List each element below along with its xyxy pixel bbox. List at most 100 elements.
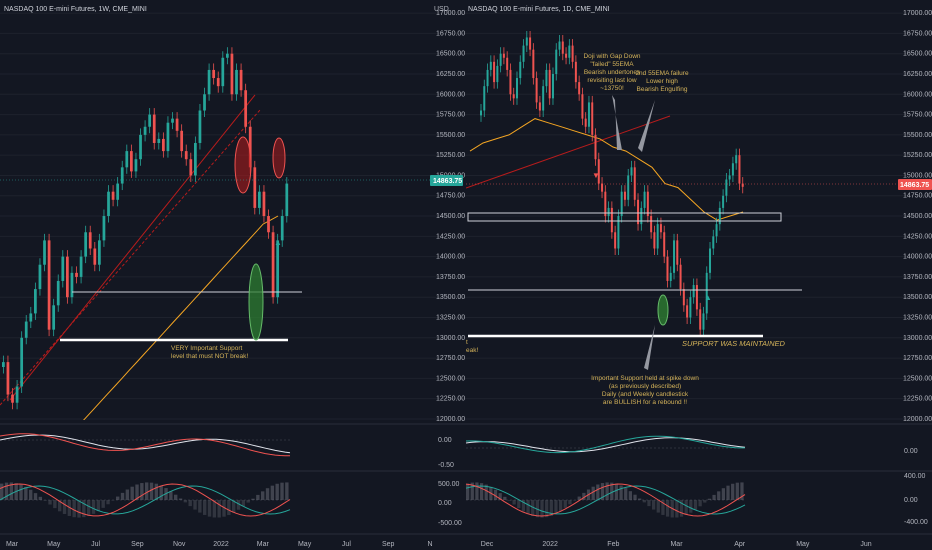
left-candle-body bbox=[93, 248, 97, 265]
left-candle bbox=[111, 185, 115, 207]
left-candle-body bbox=[230, 53, 234, 95]
right-osc2-histogram-bar bbox=[712, 494, 716, 500]
left-candle bbox=[267, 209, 270, 239]
left-osc2-histogram-bar bbox=[0, 483, 4, 500]
left-osc2-histogram-bar bbox=[19, 484, 23, 500]
middle-axis-tick: 14750.00 bbox=[436, 193, 465, 200]
left-candle-body bbox=[70, 272, 74, 298]
right-osc2-histogram-bar bbox=[475, 482, 479, 500]
right-time-tick: May bbox=[796, 541, 810, 548]
right-osc2-histogram-bar bbox=[493, 489, 498, 500]
right-candle bbox=[519, 55, 522, 85]
annotation-line: 2nd 55EMA failure bbox=[635, 70, 689, 77]
left-osc2-histogram-bar bbox=[159, 485, 163, 500]
right-osc2-histogram-bar bbox=[596, 484, 600, 500]
right-candle-body bbox=[705, 272, 708, 314]
right-candle-body bbox=[718, 207, 721, 225]
right-osc2-histogram-bar bbox=[735, 482, 739, 500]
right-candle bbox=[574, 55, 577, 89]
annotation-line: "failed" 55EMA bbox=[590, 61, 634, 68]
right-candle-body bbox=[620, 191, 623, 217]
right-osc2-histogram-bar bbox=[684, 500, 688, 516]
right-axis-tick: 16500.00 bbox=[903, 51, 932, 58]
left-candle bbox=[2, 355, 5, 374]
right-candle bbox=[738, 148, 741, 191]
left-candle bbox=[66, 250, 69, 304]
left-candle-body bbox=[207, 69, 211, 95]
right-candle-body bbox=[699, 309, 702, 330]
right-candle bbox=[741, 177, 744, 194]
left-candle bbox=[43, 233, 46, 272]
right-candle-body bbox=[633, 167, 636, 200]
left-osc2-histogram-bar bbox=[275, 483, 279, 500]
left-osc2-histogram-bar bbox=[130, 486, 134, 500]
right-candle bbox=[529, 30, 532, 57]
right-candle-body bbox=[548, 69, 551, 99]
right-candle bbox=[558, 35, 561, 57]
right-candle-body bbox=[663, 232, 666, 257]
left-osc2-histogram-bar bbox=[251, 498, 255, 500]
left-candle bbox=[29, 306, 33, 329]
currency-label: USD bbox=[434, 6, 449, 13]
left-osc2-histogram-bar bbox=[33, 493, 38, 500]
right-candle-body bbox=[731, 163, 734, 176]
left-candle-body bbox=[285, 183, 289, 217]
left-candle bbox=[203, 87, 206, 118]
grid-lines bbox=[0, 12, 932, 420]
right-osc2-histogram-bar bbox=[498, 493, 502, 500]
right-candle bbox=[545, 63, 548, 93]
right-candle-body bbox=[682, 289, 685, 306]
left-candle-body bbox=[111, 191, 115, 200]
left-candle-body bbox=[271, 232, 275, 298]
right-axis-tick: 16000.00 bbox=[903, 91, 932, 98]
right-candle-body bbox=[604, 191, 607, 217]
left-candle-body bbox=[107, 191, 110, 217]
right-candle-body bbox=[587, 102, 590, 127]
right-candle-body bbox=[666, 256, 669, 281]
right-annotation-maintained: SUPPORT WAS MAINTAINED bbox=[682, 339, 786, 348]
left-candle bbox=[79, 250, 83, 284]
right-candle-body bbox=[584, 118, 587, 127]
right-osc2-histogram-bar bbox=[638, 498, 642, 500]
right-osc2-histogram-bar bbox=[554, 500, 558, 514]
left-osc2-histogram-bar bbox=[241, 500, 246, 507]
left-candle bbox=[239, 63, 243, 97]
middle-axis-tick: 15750.00 bbox=[436, 112, 465, 119]
left-candle bbox=[271, 225, 275, 304]
oscillator-tick: 0.00 bbox=[904, 448, 918, 455]
right-axis-tick: 16750.00 bbox=[903, 30, 932, 37]
left-osc2-histogram-bar bbox=[217, 500, 221, 518]
right-time-tick: 2022 bbox=[542, 541, 558, 548]
left-osc1-line bbox=[0, 433, 290, 457]
right-arrow-engulfing bbox=[638, 100, 655, 152]
right-chart-title: NASDAQ 100 E-mini Futures, 1D, CME_MINI bbox=[468, 6, 610, 13]
right-osc2-histogram-bar bbox=[652, 500, 656, 510]
left-candle bbox=[15, 379, 19, 410]
middle-axis-tick: 14000.00 bbox=[436, 254, 465, 261]
right-axis-tick: 14000.00 bbox=[903, 254, 932, 261]
right-axis-tick: 13750.00 bbox=[903, 274, 932, 281]
left-candle-body bbox=[116, 183, 120, 200]
right-candle-body bbox=[617, 216, 620, 249]
left-candle-body bbox=[66, 256, 69, 298]
left-osc2-histogram-bar bbox=[106, 500, 110, 505]
middle-axis-tick: 16500.00 bbox=[436, 51, 465, 58]
left-osc2-histogram-bar bbox=[145, 482, 149, 500]
right-candle-body bbox=[643, 191, 646, 208]
left-osc2-histogram-bar bbox=[87, 500, 91, 516]
right-candle bbox=[689, 290, 692, 324]
right-annotation-cut-1: t bbox=[466, 339, 468, 346]
right-osc2-histogram-bar bbox=[642, 500, 646, 503]
left-candle-body bbox=[166, 122, 170, 152]
left-osc2-histogram-bar bbox=[24, 486, 28, 500]
left-candle bbox=[88, 225, 92, 255]
right-candle-body bbox=[535, 78, 538, 103]
right-last-price-tag bbox=[898, 179, 932, 190]
right-candle-body bbox=[509, 69, 512, 95]
right-candle bbox=[571, 39, 574, 69]
right-candle bbox=[686, 298, 689, 324]
right-candle-body bbox=[695, 285, 698, 310]
left-candle bbox=[189, 152, 193, 182]
